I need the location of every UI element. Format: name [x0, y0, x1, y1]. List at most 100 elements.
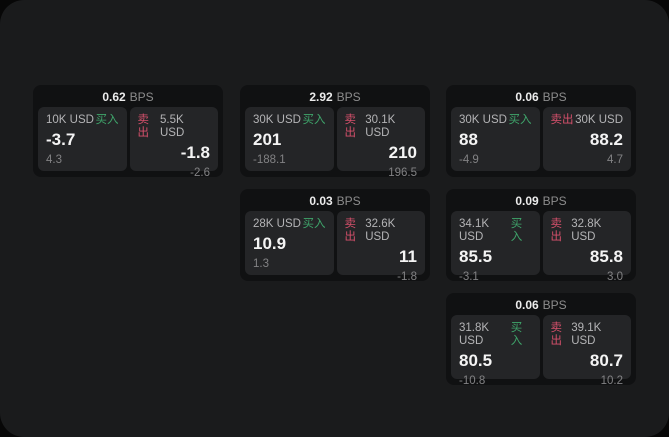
bps-value: 0.06: [515, 297, 539, 312]
quote-card: 0.62 BPS 10K USD 买入 -3.7 4.3 卖出 5.5K USD…: [33, 85, 223, 179]
sell-amount: 30K USD: [575, 114, 623, 126]
buy-amount: 34.1K USD: [459, 218, 490, 243]
quote-panels: 34.1K USD 买入 85.5 -3.1 卖出 32.8K USD 85.8…: [446, 209, 636, 283]
sell-amount: 5.5K USD: [159, 114, 185, 139]
quote-panels: 28K USD 买入 10.9 1.3 卖出 32.6K USD 11 -1.8: [240, 209, 430, 283]
bps-unit: BPS: [542, 89, 567, 104]
panel-top-row: 卖出 30K USD: [551, 114, 624, 127]
bps-value: 0.09: [515, 193, 539, 208]
card-header: 0.09 BPS: [446, 189, 636, 209]
sell-panel[interactable]: 卖出 32.8K USD 85.8 3.0: [542, 211, 631, 283]
sell-side-label: 卖出: [550, 114, 574, 126]
buy-amount: 28K USD: [253, 218, 301, 230]
sell-panel[interactable]: 卖出 30.1K USD 210 196.5: [336, 107, 425, 179]
sell-amount: 39.1K USD: [571, 322, 602, 347]
buy-panel[interactable]: 30K USD 买入 88 -4.9: [451, 107, 540, 171]
panel-top-row: 30K USD 买入: [459, 114, 532, 127]
bps-unit: BPS: [542, 297, 567, 312]
bps-unit: BPS: [542, 193, 567, 208]
sell-panel[interactable]: 卖出 32.6K USD 11 -1.8: [336, 211, 425, 283]
buy-side-label: 买入: [302, 218, 326, 230]
panel-top-row: 10K USD 买入: [46, 114, 119, 127]
sell-side-label: 卖出: [137, 114, 150, 139]
buy-delta: -3.1: [459, 271, 479, 283]
bps-value: 0.03: [309, 193, 333, 208]
sell-side-label: 卖出: [550, 322, 563, 347]
panel-top-row: 31.8K USD 买入: [459, 322, 532, 348]
quote-panels: 30K USD 买入 201 -188.1 卖出 30.1K USD 210 1…: [240, 105, 430, 179]
sell-panel[interactable]: 卖出 39.1K USD 80.7 10.2: [542, 315, 631, 387]
buy-delta: 1.3: [253, 258, 269, 270]
quote-card: 0.06 BPS 30K USD 买入 88 -4.9 卖出 30K USD 8…: [446, 85, 636, 177]
buy-side-label: 买入: [510, 218, 523, 243]
buy-side-label: 买入: [95, 114, 119, 126]
bps-value: 0.06: [515, 89, 539, 104]
quote-panels: 10K USD 买入 -3.7 4.3 卖出 5.5K USD -1.8 -2.…: [33, 105, 223, 179]
sell-side-label: 卖出: [344, 114, 357, 139]
card-header: 2.92 BPS: [240, 85, 430, 105]
sell-amount: 30.1K USD: [365, 114, 396, 139]
buy-delta: 4.3: [46, 154, 62, 166]
sell-panel[interactable]: 卖出 30K USD 88.2 4.7: [542, 107, 631, 171]
quote-card: 2.92 BPS 30K USD 买入 201 -188.1 卖出 30.1K …: [240, 85, 430, 179]
panel-top-row: 卖出 32.6K USD: [345, 218, 418, 244]
sell-delta: 3.0: [607, 271, 623, 283]
bps-unit: BPS: [336, 89, 361, 104]
quote-card: 0.06 BPS 31.8K USD 买入 80.5 -10.8 卖出 39.1…: [446, 293, 636, 387]
sell-amount: 32.6K USD: [365, 218, 396, 243]
buy-amount: 30K USD: [253, 114, 301, 126]
buy-price: 80.5: [459, 351, 493, 370]
sell-price: -1.8: [180, 143, 210, 162]
buy-amount: 31.8K USD: [459, 322, 490, 347]
buy-panel[interactable]: 34.1K USD 买入 85.5 -3.1: [451, 211, 540, 283]
buy-delta: -4.9: [459, 154, 479, 166]
sell-delta: -1.8: [397, 271, 417, 283]
buy-side-label: 买入: [508, 114, 532, 126]
buy-side-label: 买入: [302, 114, 326, 126]
sell-side-label: 卖出: [344, 218, 357, 243]
sell-price: 85.8: [589, 247, 623, 266]
panel-top-row: 卖出 39.1K USD: [551, 322, 624, 348]
sell-price: 210: [388, 143, 417, 162]
buy-side-label: 买入: [510, 322, 523, 347]
buy-amount: 10K USD: [46, 114, 94, 126]
card-header: 0.06 BPS: [446, 85, 636, 105]
quote-panels: 31.8K USD 买入 80.5 -10.8 卖出 39.1K USD 80.…: [446, 313, 636, 387]
bps-unit: BPS: [336, 193, 361, 208]
buy-panel[interactable]: 28K USD 买入 10.9 1.3: [245, 211, 334, 275]
quote-card: 0.03 BPS 28K USD 买入 10.9 1.3 卖出 32.6K US…: [240, 189, 430, 283]
sell-delta: 4.7: [607, 154, 623, 166]
buy-panel[interactable]: 31.8K USD 买入 80.5 -10.8: [451, 315, 540, 387]
bps-value: 2.92: [309, 89, 333, 104]
card-header: 0.03 BPS: [240, 189, 430, 209]
buy-panel[interactable]: 10K USD 买入 -3.7 4.3: [38, 107, 127, 171]
panel-top-row: 卖出 30.1K USD: [345, 114, 418, 140]
sell-price: 80.7: [589, 351, 623, 370]
buy-price: 85.5: [459, 247, 493, 266]
quote-card: 0.09 BPS 34.1K USD 买入 85.5 -3.1 卖出 32.8K…: [446, 189, 636, 283]
sell-panel[interactable]: 卖出 5.5K USD -1.8 -2.6: [129, 107, 218, 179]
buy-amount: 30K USD: [459, 114, 507, 126]
buy-price: 88: [459, 130, 478, 149]
card-header: 0.62 BPS: [33, 85, 223, 105]
card-header: 0.06 BPS: [446, 293, 636, 313]
sell-amount: 32.8K USD: [571, 218, 602, 243]
bps-value: 0.62: [102, 89, 126, 104]
panel-top-row: 卖出 5.5K USD: [138, 114, 211, 140]
sell-delta: -2.6: [190, 167, 210, 179]
buy-panel[interactable]: 30K USD 买入 201 -188.1: [245, 107, 334, 171]
panel-top-row: 28K USD 买入: [253, 218, 326, 231]
buy-delta: -10.8: [459, 375, 486, 387]
sell-price: 88.2: [589, 130, 623, 149]
sell-side-label: 卖出: [550, 218, 563, 243]
quote-panels: 30K USD 买入 88 -4.9 卖出 30K USD 88.2 4.7: [446, 105, 636, 171]
sell-price: 11: [399, 247, 417, 266]
sell-delta: 10.2: [600, 375, 623, 387]
panel-top-row: 34.1K USD 买入: [459, 218, 532, 244]
buy-price: 201: [253, 130, 282, 149]
buy-price: 10.9: [253, 234, 287, 253]
bps-unit: BPS: [129, 89, 154, 104]
panel-top-row: 卖出 32.8K USD: [551, 218, 624, 244]
buy-delta: -188.1: [253, 154, 286, 166]
